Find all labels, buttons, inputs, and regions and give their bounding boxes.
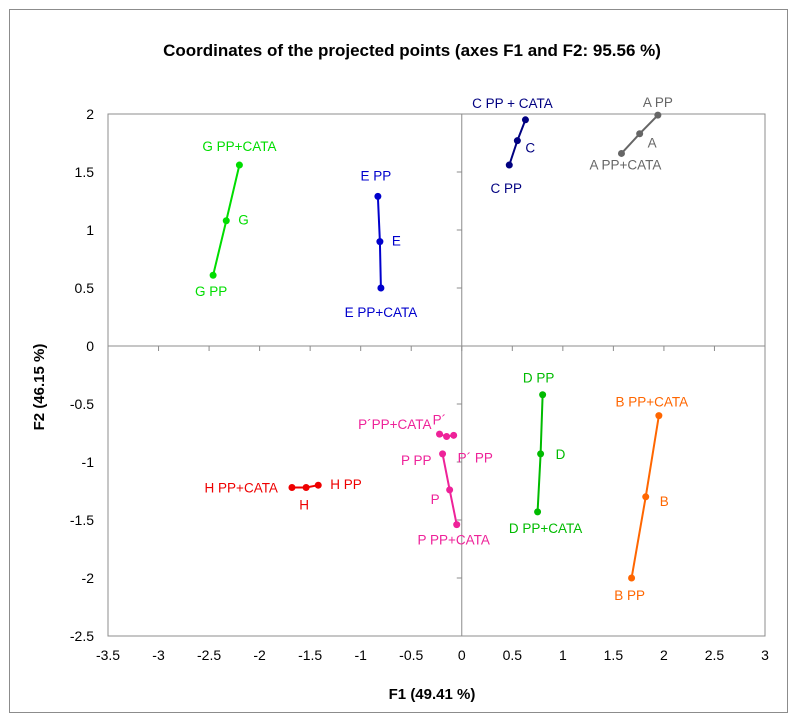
point-label: P´ PP (458, 450, 493, 465)
data-point (436, 431, 443, 438)
x-tick-label: -3 (152, 647, 165, 663)
point-label: G PP+CATA (202, 139, 276, 154)
data-point (655, 412, 662, 419)
data-point (450, 432, 457, 439)
point-label: G PP (195, 284, 227, 299)
data-point (537, 450, 544, 457)
point-label: H PP+CATA (205, 481, 278, 496)
x-axis-label: F1 (49.41 %) (389, 686, 476, 703)
point-label: P´ (433, 412, 447, 427)
x-tick-label: 2 (660, 647, 668, 663)
y-axis-label: F2 (46.15 %) (31, 344, 48, 431)
point-label: H (299, 498, 309, 513)
data-point (642, 493, 649, 500)
y-tick-label: -1 (82, 454, 95, 470)
y-tick-label: -1.5 (70, 512, 94, 528)
data-point (453, 521, 460, 528)
y-tick-label: 1 (86, 222, 94, 238)
y-tick-label: 0 (86, 338, 94, 354)
point-label: A PP+CATA (590, 157, 662, 172)
plot-area-border (108, 114, 765, 636)
data-point (443, 433, 450, 440)
data-point (506, 162, 513, 169)
x-tick-label: 0 (458, 647, 466, 663)
data-point (288, 484, 295, 491)
x-tick-label: -2 (253, 647, 266, 663)
point-label: P´PP+CATA (358, 417, 431, 432)
data-point (654, 112, 661, 119)
point-label: D (556, 447, 566, 462)
y-tick-label: -2.5 (70, 628, 94, 644)
x-tick-label: 2.5 (705, 647, 725, 663)
x-tick-label: -1 (354, 647, 367, 663)
chart-title: Coordinates of the projected points (axe… (163, 41, 661, 60)
x-tick-label: -0.5 (399, 647, 423, 663)
data-point (522, 116, 529, 123)
point-label: G (238, 213, 249, 228)
point-label: D PP+CATA (509, 521, 582, 536)
point-label: P PP (401, 453, 432, 468)
data-point (636, 130, 643, 137)
data-point (514, 137, 521, 144)
data-point (618, 150, 625, 157)
point-label: B (660, 494, 669, 509)
y-tick-label: 2 (86, 106, 94, 122)
y-tick-label: -2 (82, 570, 95, 586)
point-label: A (648, 136, 657, 151)
data-point (376, 238, 383, 245)
point-label: B PP (614, 588, 645, 603)
x-tick-label: -3.5 (96, 647, 120, 663)
data-point (377, 285, 384, 292)
point-label: E (392, 234, 401, 249)
data-point (223, 217, 230, 224)
y-tick-label: 1.5 (75, 164, 95, 180)
point-label: P (431, 492, 440, 507)
point-label: C PP + CATA (472, 96, 553, 111)
point-label: H PP (330, 477, 362, 492)
point-label: B PP+CATA (616, 395, 689, 410)
x-tick-label: -1.5 (298, 647, 322, 663)
data-point (315, 482, 322, 489)
data-point (628, 575, 635, 582)
point-label: E PP (360, 168, 391, 183)
point-label: C (525, 141, 535, 156)
point-label: P PP+CATA (418, 533, 490, 548)
y-tick-label: -0.5 (70, 396, 94, 412)
data-point (534, 508, 541, 515)
data-point (446, 486, 453, 493)
data-point (539, 391, 546, 398)
x-tick-label: 1 (559, 647, 567, 663)
point-label: E PP+CATA (345, 305, 418, 320)
data-point (236, 162, 243, 169)
x-tick-label: 0.5 (503, 647, 523, 663)
point-label: C PP (491, 181, 523, 196)
data-point (303, 484, 310, 491)
data-point (439, 450, 446, 457)
point-label: A PP (643, 95, 673, 110)
x-tick-label: 3 (761, 647, 769, 663)
x-tick-label: 1.5 (604, 647, 624, 663)
point-label: D PP (523, 371, 555, 386)
data-point (374, 193, 381, 200)
x-tick-label: -2.5 (197, 647, 221, 663)
y-tick-label: 0.5 (75, 280, 95, 296)
data-point (210, 272, 217, 279)
